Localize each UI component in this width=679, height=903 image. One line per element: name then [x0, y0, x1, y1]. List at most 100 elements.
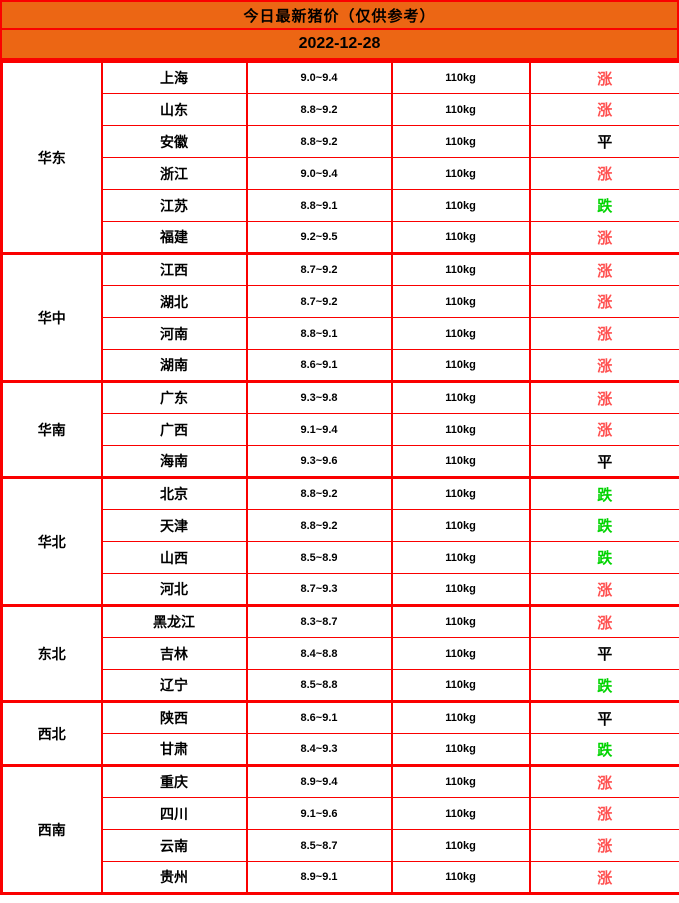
trend-cell: 涨 [528, 604, 679, 638]
trend-cell: 平 [528, 637, 679, 670]
province-cell: 江西 [100, 252, 248, 286]
province-cell: 江苏 [100, 189, 248, 222]
trend-cell: 跌 [528, 669, 679, 702]
price-cell: 9.2~9.5 [245, 221, 393, 254]
price-cell: 8.8~9.1 [245, 317, 393, 350]
region-cell: 西北 [0, 700, 103, 766]
table-row: 贵州 8.9~9.1 110kg 涨 [2, 861, 679, 894]
table-row: 河北 8.7~9.3 110kg 涨 [2, 573, 679, 606]
weight-cell: 110kg [390, 317, 531, 350]
price-cell: 8.5~8.9 [245, 541, 393, 574]
trend-cell: 跌 [528, 733, 679, 766]
price-table-body: 华东 上海 9.0~9.4 110kg 涨山东 8.8~9.2 110kg 涨安徽 8.8~9.… [0, 60, 679, 894]
price-cell: 8.7~9.3 [245, 573, 393, 606]
price-cell: 9.1~9.6 [245, 797, 393, 830]
table-row: 四川 9.1~9.6 110kg 涨 [2, 797, 679, 830]
trend-cell: 涨 [528, 221, 679, 254]
table-row: 华南 广东 9.3~9.8 110kg 涨 [0, 380, 679, 478]
weight-cell: 110kg [390, 861, 531, 894]
price-cell: 8.4~9.3 [245, 733, 393, 766]
trend-cell: 跌 [528, 189, 679, 222]
trend-cell: 涨 [528, 60, 679, 94]
province-cell: 陕西 [100, 700, 248, 734]
weight-cell: 110kg [390, 380, 531, 414]
weight-cell: 110kg [390, 285, 531, 318]
table-row: 湖南 8.6~9.1 110kg 涨 [2, 349, 679, 382]
province-cell: 吉林 [100, 637, 248, 670]
price-cell: 8.3~8.7 [245, 604, 393, 638]
table-row: 海南 9.3~9.6 110kg 平 [2, 445, 679, 478]
price-cell: 9.1~9.4 [245, 413, 393, 446]
price-cell: 8.6~9.1 [245, 700, 393, 734]
weight-cell: 110kg [390, 669, 531, 702]
trend-cell: 涨 [528, 93, 679, 126]
price-cell: 8.9~9.1 [245, 861, 393, 894]
province-cell: 广西 [100, 413, 248, 446]
trend-cell: 平 [528, 125, 679, 158]
weight-cell: 110kg [390, 604, 531, 638]
trend-cell: 跌 [528, 476, 679, 510]
weight-cell: 110kg [390, 349, 531, 382]
region-cell: 西南 [0, 764, 103, 894]
board-date: 2022-12-28 [0, 30, 679, 60]
table-row: 天津 8.8~9.2 110kg 跌 [2, 509, 679, 542]
price-cell: 8.7~9.2 [245, 285, 393, 318]
price-table: 华东 上海 9.0~9.4 110kg 涨山东 8.8~9.2 110kg 涨安徽 8.8~9.… [0, 60, 679, 895]
province-cell: 甘肃 [100, 733, 248, 766]
weight-cell: 110kg [390, 541, 531, 574]
province-cell: 天津 [100, 509, 248, 542]
province-cell: 北京 [100, 476, 248, 510]
province-cell: 山东 [100, 93, 248, 126]
price-cell: 8.8~9.2 [245, 125, 393, 158]
weight-cell: 110kg [390, 797, 531, 830]
weight-cell: 110kg [390, 509, 531, 542]
table-row: 湖北 8.7~9.2 110kg 涨 [2, 285, 679, 318]
weight-cell: 110kg [390, 573, 531, 606]
price-cell: 8.9~9.4 [245, 764, 393, 798]
trend-cell: 涨 [528, 380, 679, 414]
weight-cell: 110kg [390, 189, 531, 222]
weight-cell: 110kg [390, 60, 531, 94]
trend-cell: 涨 [528, 413, 679, 446]
weight-cell: 110kg [390, 221, 531, 254]
table-row: 西南 重庆 8.9~9.4 110kg 涨 [0, 764, 679, 894]
weight-cell: 110kg [390, 764, 531, 798]
weight-cell: 110kg [390, 252, 531, 286]
price-cell: 8.8~9.2 [245, 509, 393, 542]
province-cell: 重庆 [100, 764, 248, 798]
province-cell: 河北 [100, 573, 248, 606]
table-row: 华中 江西 8.7~9.2 110kg 涨 [0, 252, 679, 382]
table-row: 吉林 8.4~8.8 110kg 平 [2, 637, 679, 670]
trend-cell: 涨 [528, 764, 679, 798]
region-cell: 华南 [0, 380, 103, 478]
trend-cell: 涨 [528, 349, 679, 382]
table-row: 辽宁 8.5~8.8 110kg 跌 [2, 669, 679, 702]
weight-cell: 110kg [390, 637, 531, 670]
trend-cell: 平 [528, 700, 679, 734]
region-cell: 华东 [0, 60, 103, 254]
province-cell: 安徽 [100, 125, 248, 158]
table-row: 东北 黑龙江 8.3~8.7 110kg 涨 [0, 604, 679, 702]
trend-cell: 跌 [528, 509, 679, 542]
trend-cell: 涨 [528, 797, 679, 830]
weight-cell: 110kg [390, 125, 531, 158]
weight-cell: 110kg [390, 157, 531, 190]
table-row: 华北 北京 8.8~9.2 110kg 跌 [0, 476, 679, 606]
region-cell: 华中 [0, 252, 103, 382]
price-cell: 8.4~8.8 [245, 637, 393, 670]
trend-cell: 涨 [528, 252, 679, 286]
weight-cell: 110kg [390, 700, 531, 734]
region-cell: 华北 [0, 476, 103, 606]
table-row: 西北 陕西 8.6~9.1 110kg 平 [0, 700, 679, 766]
province-cell: 山西 [100, 541, 248, 574]
province-cell: 黑龙江 [100, 604, 248, 638]
region-cell: 东北 [0, 604, 103, 702]
table-row: 福建 9.2~9.5 110kg 涨 [2, 221, 679, 254]
table-row: 安徽 8.8~9.2 110kg 平 [2, 125, 679, 158]
province-cell: 贵州 [100, 861, 248, 894]
table-row: 云南 8.5~8.7 110kg 涨 [2, 829, 679, 862]
price-cell: 8.8~9.2 [245, 476, 393, 510]
table-row: 甘肃 8.4~9.3 110kg 跌 [2, 733, 679, 766]
price-cell: 8.6~9.1 [245, 349, 393, 382]
price-cell: 9.3~9.6 [245, 445, 393, 478]
